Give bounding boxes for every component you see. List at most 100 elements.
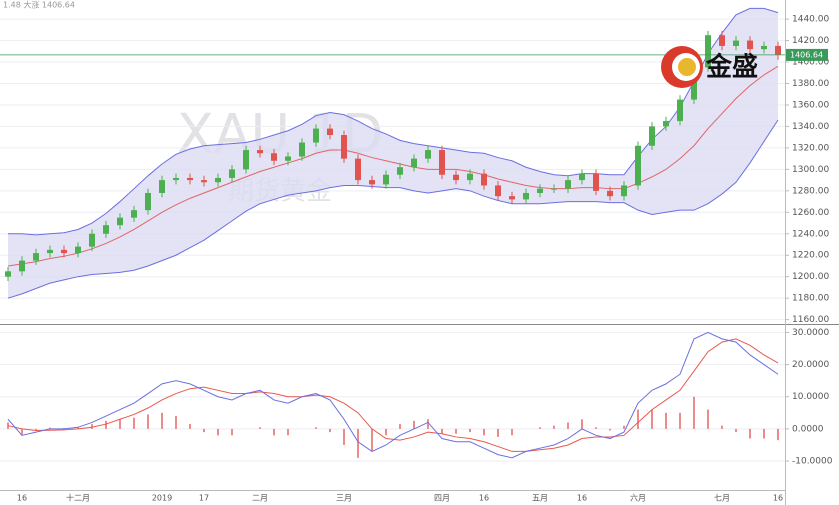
candle-body — [551, 188, 557, 190]
histogram-bar — [707, 409, 709, 429]
x-tick-label: 17 — [199, 494, 209, 503]
candle-body — [299, 142, 305, 157]
dif-line — [7, 331, 779, 459]
y-tick-label: 30.0000 — [792, 328, 829, 338]
x-tick-label: 16 — [479, 494, 489, 503]
histogram-bar — [609, 428, 611, 431]
candle-body — [229, 169, 235, 178]
y-tick-label: 1440.00 — [792, 15, 829, 25]
candle-body — [775, 45, 781, 55]
histogram-bar — [539, 427, 541, 429]
candle-body — [495, 185, 501, 197]
histogram-bar — [49, 427, 51, 429]
y-tick-label: 20.0000 — [792, 360, 829, 370]
histogram-bar — [441, 428, 443, 434]
histogram-bar — [77, 427, 79, 429]
candle-body — [733, 40, 739, 46]
candle-body — [33, 253, 39, 261]
histogram-bar — [749, 428, 751, 439]
y-tick-label: 1160.00 — [792, 315, 829, 325]
histogram-bar — [357, 428, 359, 458]
x-tick-label: 2019 — [152, 494, 172, 503]
y-tick-label: 0.0000 — [792, 424, 824, 434]
candle-body — [159, 180, 165, 193]
histogram-bar — [469, 428, 471, 433]
histogram-bar — [483, 428, 485, 436]
candle-body — [439, 150, 445, 175]
histogram-bar — [21, 428, 23, 436]
histogram-bar — [665, 412, 667, 429]
y-tick-label: 1200.00 — [792, 272, 829, 282]
candle-body — [355, 158, 361, 181]
candle-body — [341, 135, 347, 159]
y-tick-label: 1420.00 — [792, 36, 829, 46]
histogram-bar — [343, 428, 345, 445]
candle-body — [607, 190, 613, 197]
candle-body — [173, 177, 179, 181]
candle-body — [5, 271, 11, 277]
histogram-bar — [147, 414, 149, 429]
candle-body — [425, 150, 431, 159]
candle-body — [117, 217, 123, 226]
candle-body — [145, 192, 151, 211]
y-tick-label: 1400.00 — [792, 58, 829, 68]
histogram-bar — [553, 425, 555, 429]
candle-body — [593, 173, 599, 191]
y-tick-label: 1340.00 — [792, 122, 829, 132]
histogram-bar — [287, 428, 289, 436]
candle-body — [257, 150, 263, 154]
histogram-bar — [133, 417, 135, 429]
histogram-bar — [413, 420, 415, 429]
histogram-bar — [203, 428, 205, 433]
x-tick-label: 十二月 — [66, 493, 90, 503]
candle-body — [327, 128, 333, 136]
histogram-bar — [735, 428, 737, 433]
histogram-bar — [273, 428, 275, 436]
x-tick-label: 七月 — [714, 494, 730, 503]
band-lower — [7, 119, 779, 299]
candle-body — [677, 99, 683, 122]
candle-body — [635, 145, 641, 186]
candle-body — [89, 233, 95, 247]
histogram-bar — [259, 427, 261, 429]
candle-body — [397, 167, 403, 175]
candle-body — [509, 196, 515, 200]
histogram-bar — [35, 428, 37, 431]
y-tick-label: 1380.00 — [792, 79, 829, 89]
histogram-bar — [721, 425, 723, 429]
candle-body — [61, 249, 67, 254]
dea-line — [7, 338, 779, 452]
histogram-bar — [371, 428, 373, 452]
candle-body — [75, 246, 81, 254]
histogram-bar — [777, 428, 779, 441]
histogram-bar — [175, 416, 177, 429]
last-price-label: 1406.64 — [790, 50, 823, 59]
plot-layer: 1160.00 1180.00 1200.00 1220.00 1240.00 1260.… — [0, 7, 833, 503]
candle-body — [215, 177, 221, 183]
x-tick-label: 五月 — [532, 494, 548, 503]
candle-body — [453, 174, 459, 181]
histogram-bar — [105, 420, 107, 429]
x-tick-label: 二月 — [252, 494, 268, 503]
candle-body — [131, 210, 137, 218]
candle-body — [103, 225, 109, 234]
histogram-bar — [595, 427, 597, 429]
x-tick-label: 16 — [773, 494, 783, 503]
histogram-bar — [455, 428, 457, 434]
candle-body — [201, 180, 207, 183]
candle-body — [719, 35, 725, 46]
histogram-bar — [651, 409, 653, 429]
y-tick-label: -10.0000 — [792, 457, 833, 467]
candle-body — [761, 45, 767, 50]
histogram-bar — [679, 412, 681, 429]
histogram-bar — [623, 425, 625, 429]
histogram-bar — [399, 424, 401, 429]
candle-body — [383, 174, 389, 185]
candle-body — [705, 35, 711, 68]
histogram-bar — [427, 419, 429, 429]
histogram-bar — [231, 428, 233, 436]
candle-body — [537, 188, 543, 193]
x-tick-label: 16 — [577, 494, 587, 503]
